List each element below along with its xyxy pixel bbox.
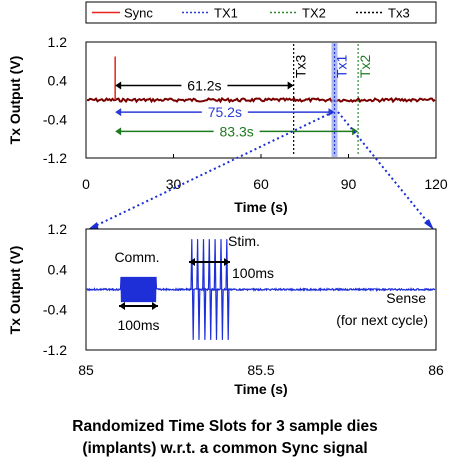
interval-arrow-start-1 (115, 108, 122, 117)
comm-duration-label: 100ms (117, 317, 159, 333)
comm-label: Comm. (114, 249, 159, 265)
interval-arrow-start-2 (115, 127, 122, 136)
event-label-tx2: Tx2 (357, 54, 373, 78)
caption-line-1: Randomized Time Slots for 3 sample dies (72, 418, 378, 435)
stim-label: Stim. (228, 233, 260, 249)
bottom-x-axis-label: Time (s) (234, 381, 287, 397)
stim-duration-arrow-start (189, 258, 195, 266)
zoom-arrowhead-right (424, 219, 434, 230)
legend: Sync TX1 TX2 Tx3 (85, 1, 437, 24)
bottom-y-tick-label-1: 0.4 (48, 261, 68, 277)
legend-box (85, 1, 437, 24)
top-x-tick-label-3: 90 (341, 176, 357, 192)
event-label-tx1: Tx1 (334, 54, 350, 78)
bottom-y-tick-label-0: 1.2 (48, 221, 68, 237)
event-label-tx3: Tx3 (293, 54, 309, 78)
comm-duration-arrow-start (119, 302, 125, 310)
bottom-signal-trace (86, 239, 436, 340)
top-chart: Tx3 Tx1 Tx2 61.2s 75.2s 83.3s 0 30 60 90 120 1.2 0.… (7, 34, 448, 215)
figure: Sync TX1 TX2 Tx3 Tx3 Tx1 Tx2 61.2s 75.2s 83.3s 0… (7, 1, 448, 397)
comm-duration-arrow-end (152, 302, 158, 310)
top-y-tick-label-0: 1.2 (48, 34, 68, 50)
legend-label-sync: Sync (124, 6, 153, 21)
interval-label-1: 75.2s (208, 104, 242, 120)
top-y-tick-label-1: 0.4 (48, 73, 68, 89)
zoom-connector-right (337, 111, 431, 226)
interval-label-2: 83.3s (220, 123, 254, 139)
stim-duration-arrow-end (224, 258, 230, 266)
zoom-connector-left (92, 111, 334, 228)
legend-label-tx2: TX2 (302, 6, 326, 21)
bottom-y-tick-label-3: -1.2 (43, 342, 67, 358)
stim-duration-label: 100ms (232, 265, 274, 281)
top-x-tick-label-1: 30 (166, 176, 182, 192)
interval-arrow-end-0 (287, 81, 294, 90)
interval-label-0: 61.2s (187, 78, 221, 94)
interval-arrow-start-0 (115, 81, 122, 90)
top-x-tick-label-0: 0 (82, 176, 90, 192)
bottom-chart: Comm. 100ms Stim. 100ms Sense (for next cycle… (7, 221, 444, 397)
caption-line-2: (implants) w.r.t. a common Sync signal (82, 440, 368, 457)
sense-label: Sense (386, 290, 426, 306)
legend-label-tx3: Tx3 (388, 6, 410, 21)
top-x-tick-label-2: 60 (253, 176, 269, 192)
bottom-y-tick-label-2: -0.4 (43, 302, 67, 318)
bottom-x-tick-label-0: 85 (78, 362, 94, 378)
top-baseline-trace (86, 96, 436, 104)
top-x-axis-label: Time (s) (234, 199, 287, 215)
interval-arrow-end-2 (352, 127, 359, 136)
legend-label-tx1: TX1 (214, 6, 238, 21)
top-x-tick-label-4: 120 (424, 176, 448, 192)
bottom-y-axis-label: Tx Output (V) (7, 246, 23, 335)
top-y-axis-label: Tx Output (V) (7, 56, 23, 145)
bottom-x-tick-label-1: 85.5 (247, 362, 274, 378)
bottom-x-tick-label-2: 86 (428, 362, 444, 378)
top-y-tick-label-2: -0.4 (43, 111, 67, 127)
top-y-tick-label-3: -1.2 (43, 150, 67, 166)
sense-sublabel: (for next cycle) (336, 312, 428, 328)
